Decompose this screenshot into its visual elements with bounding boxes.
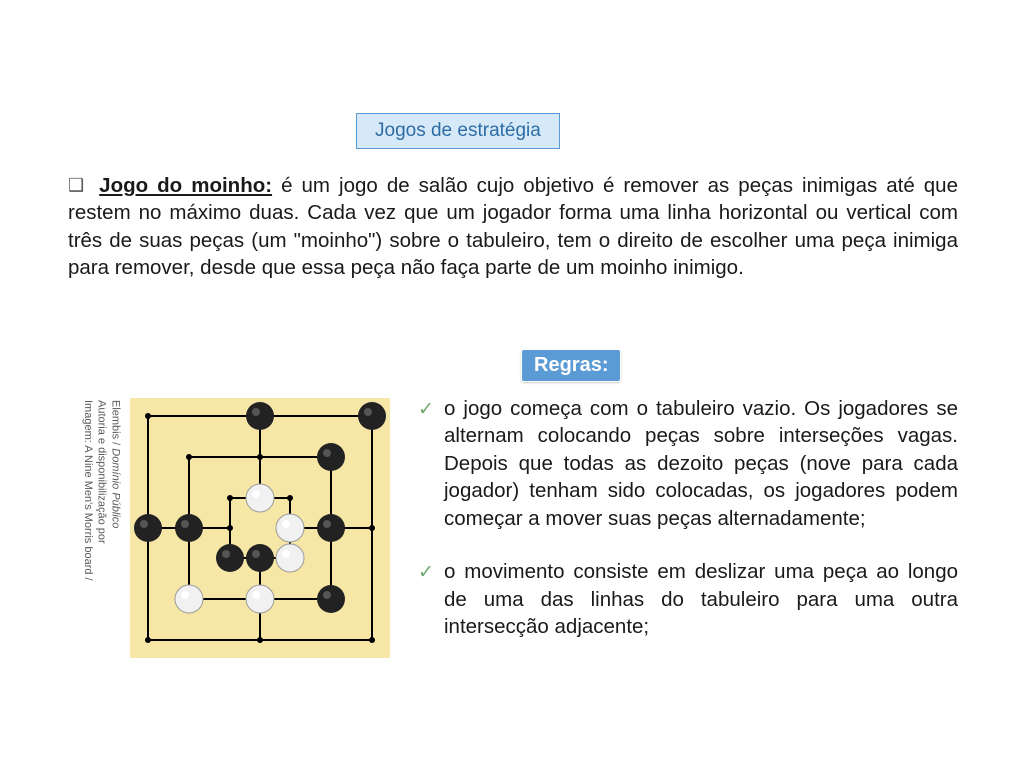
image-credit: Imagem: A Nine Men's Morris board / Auto… xyxy=(80,400,121,650)
check-icon: ✓ xyxy=(418,560,434,585)
title-badge: Jogos de estratégia xyxy=(356,113,560,149)
credit-line: Elembis / xyxy=(109,400,121,448)
square-bullet-icon: ❑ xyxy=(68,173,84,197)
intro-title: Jogo do moinho: xyxy=(99,174,272,197)
credit-line: Imagem: A Nine Men's Morris board / xyxy=(82,400,94,581)
credit-italic: Domínio Público xyxy=(109,448,121,528)
rule-item: ✓ o jogo começa com o tabuleiro vazio. O… xyxy=(418,395,958,532)
board-svg xyxy=(130,398,390,658)
rules-badge: Regras: xyxy=(521,349,621,382)
rule-text: o jogo começa com o tabuleiro vazio. Os … xyxy=(444,397,958,530)
check-icon: ✓ xyxy=(418,397,434,422)
rule-item: ✓ o movimento consiste em deslizar uma p… xyxy=(418,558,958,640)
credit-line: Autoria e disponibilização por xyxy=(96,400,108,544)
rule-text: o movimento consiste em deslizar uma peç… xyxy=(444,560,958,638)
rules-list: ✓ o jogo começa com o tabuleiro vazio. O… xyxy=(418,395,958,667)
intro-paragraph: ❑ Jogo do moinho: é um jogo de salão cuj… xyxy=(68,172,958,282)
morris-board xyxy=(130,398,390,658)
